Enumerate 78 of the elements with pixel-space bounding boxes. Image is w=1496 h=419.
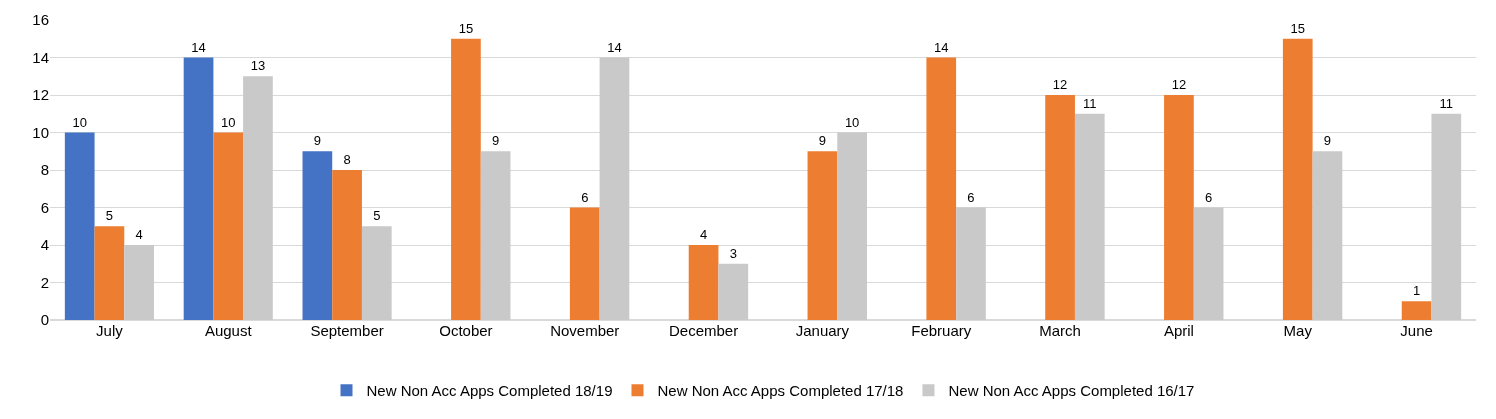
data-label: 10 xyxy=(844,114,860,130)
data-label: 6 xyxy=(967,189,975,205)
bar xyxy=(1164,95,1194,320)
data-label: 9 xyxy=(492,133,500,149)
bar xyxy=(183,57,214,320)
data-label: 3 xyxy=(729,245,737,261)
bar xyxy=(688,245,719,320)
y-tick-label: 8 xyxy=(40,161,49,179)
legend-label: New Non Acc Apps Completed 16/17 xyxy=(948,382,1195,400)
data-label: 9 xyxy=(818,133,827,149)
bar xyxy=(361,226,392,320)
data-label: 14 xyxy=(934,39,949,55)
data-label: 11 xyxy=(1083,95,1097,111)
data-label: 12 xyxy=(1052,77,1068,92)
bar xyxy=(569,207,600,320)
bar xyxy=(243,76,273,320)
x-tick-label: March xyxy=(1039,322,1081,339)
bar xyxy=(837,132,867,320)
data-label: 4 xyxy=(699,227,708,242)
bar xyxy=(1312,151,1343,320)
x-tick-label: September xyxy=(310,322,384,339)
x-tick-label: October xyxy=(439,322,493,339)
data-label: 4 xyxy=(135,227,143,242)
bar xyxy=(332,170,362,320)
y-tick-label: 4 xyxy=(40,236,49,254)
bar xyxy=(1401,301,1432,320)
data-label: 14 xyxy=(191,39,206,55)
data-label: 9 xyxy=(1323,133,1332,149)
bar xyxy=(807,151,838,320)
bar xyxy=(1193,207,1224,320)
bar xyxy=(1282,38,1313,320)
bar xyxy=(1045,95,1075,320)
bar xyxy=(480,151,511,320)
bar xyxy=(94,226,125,320)
bar xyxy=(718,263,749,320)
x-tick-label: August xyxy=(204,322,253,339)
data-label: 5 xyxy=(373,208,381,224)
x-tick-label: December xyxy=(668,322,739,339)
bar xyxy=(956,207,986,320)
data-label: 1 xyxy=(1412,283,1421,299)
data-label: 6 xyxy=(1205,189,1213,205)
data-label: 10 xyxy=(221,114,236,130)
bar xyxy=(1431,113,1462,320)
x-tick-label: April xyxy=(1163,322,1194,339)
x-tick-label: June xyxy=(1400,322,1433,339)
legend-label: New Non Acc Apps Completed 17/18 xyxy=(657,382,904,400)
data-label: 5 xyxy=(105,208,114,224)
data-label: 15 xyxy=(458,20,474,36)
data-label: 13 xyxy=(250,58,266,74)
y-tick-label: 14 xyxy=(32,48,49,66)
y-tick-label: 2 xyxy=(40,273,49,291)
bar xyxy=(1074,113,1105,320)
bar xyxy=(926,57,957,320)
y-tick-label: 10 xyxy=(32,123,49,141)
data-label: 15 xyxy=(1290,20,1305,36)
x-tick-label: November xyxy=(550,322,620,339)
data-label: 11 xyxy=(1439,95,1454,111)
data-label: 6 xyxy=(581,189,589,205)
x-tick-label: May xyxy=(1283,322,1313,339)
legend-label: New Non Acc Apps Completed 18/19 xyxy=(366,382,613,400)
bar xyxy=(599,57,630,320)
y-tick-label: 16 xyxy=(32,11,49,29)
x-tick-label: July xyxy=(96,322,124,339)
data-label: 8 xyxy=(343,152,351,167)
data-label: 12 xyxy=(1171,77,1187,92)
bar xyxy=(302,151,333,320)
data-label: 10 xyxy=(72,114,87,130)
y-tick-label: 12 xyxy=(32,86,49,104)
data-label: 14 xyxy=(607,39,622,55)
x-tick-label: February xyxy=(911,322,972,339)
y-tick-label: 6 xyxy=(40,198,49,216)
bar xyxy=(451,38,481,320)
bar xyxy=(213,132,244,320)
data-label: 9 xyxy=(313,133,321,149)
bar xyxy=(124,245,154,320)
y-tick-label: 0 xyxy=(40,311,49,329)
x-tick-label: January xyxy=(795,322,850,339)
bar xyxy=(64,132,95,320)
